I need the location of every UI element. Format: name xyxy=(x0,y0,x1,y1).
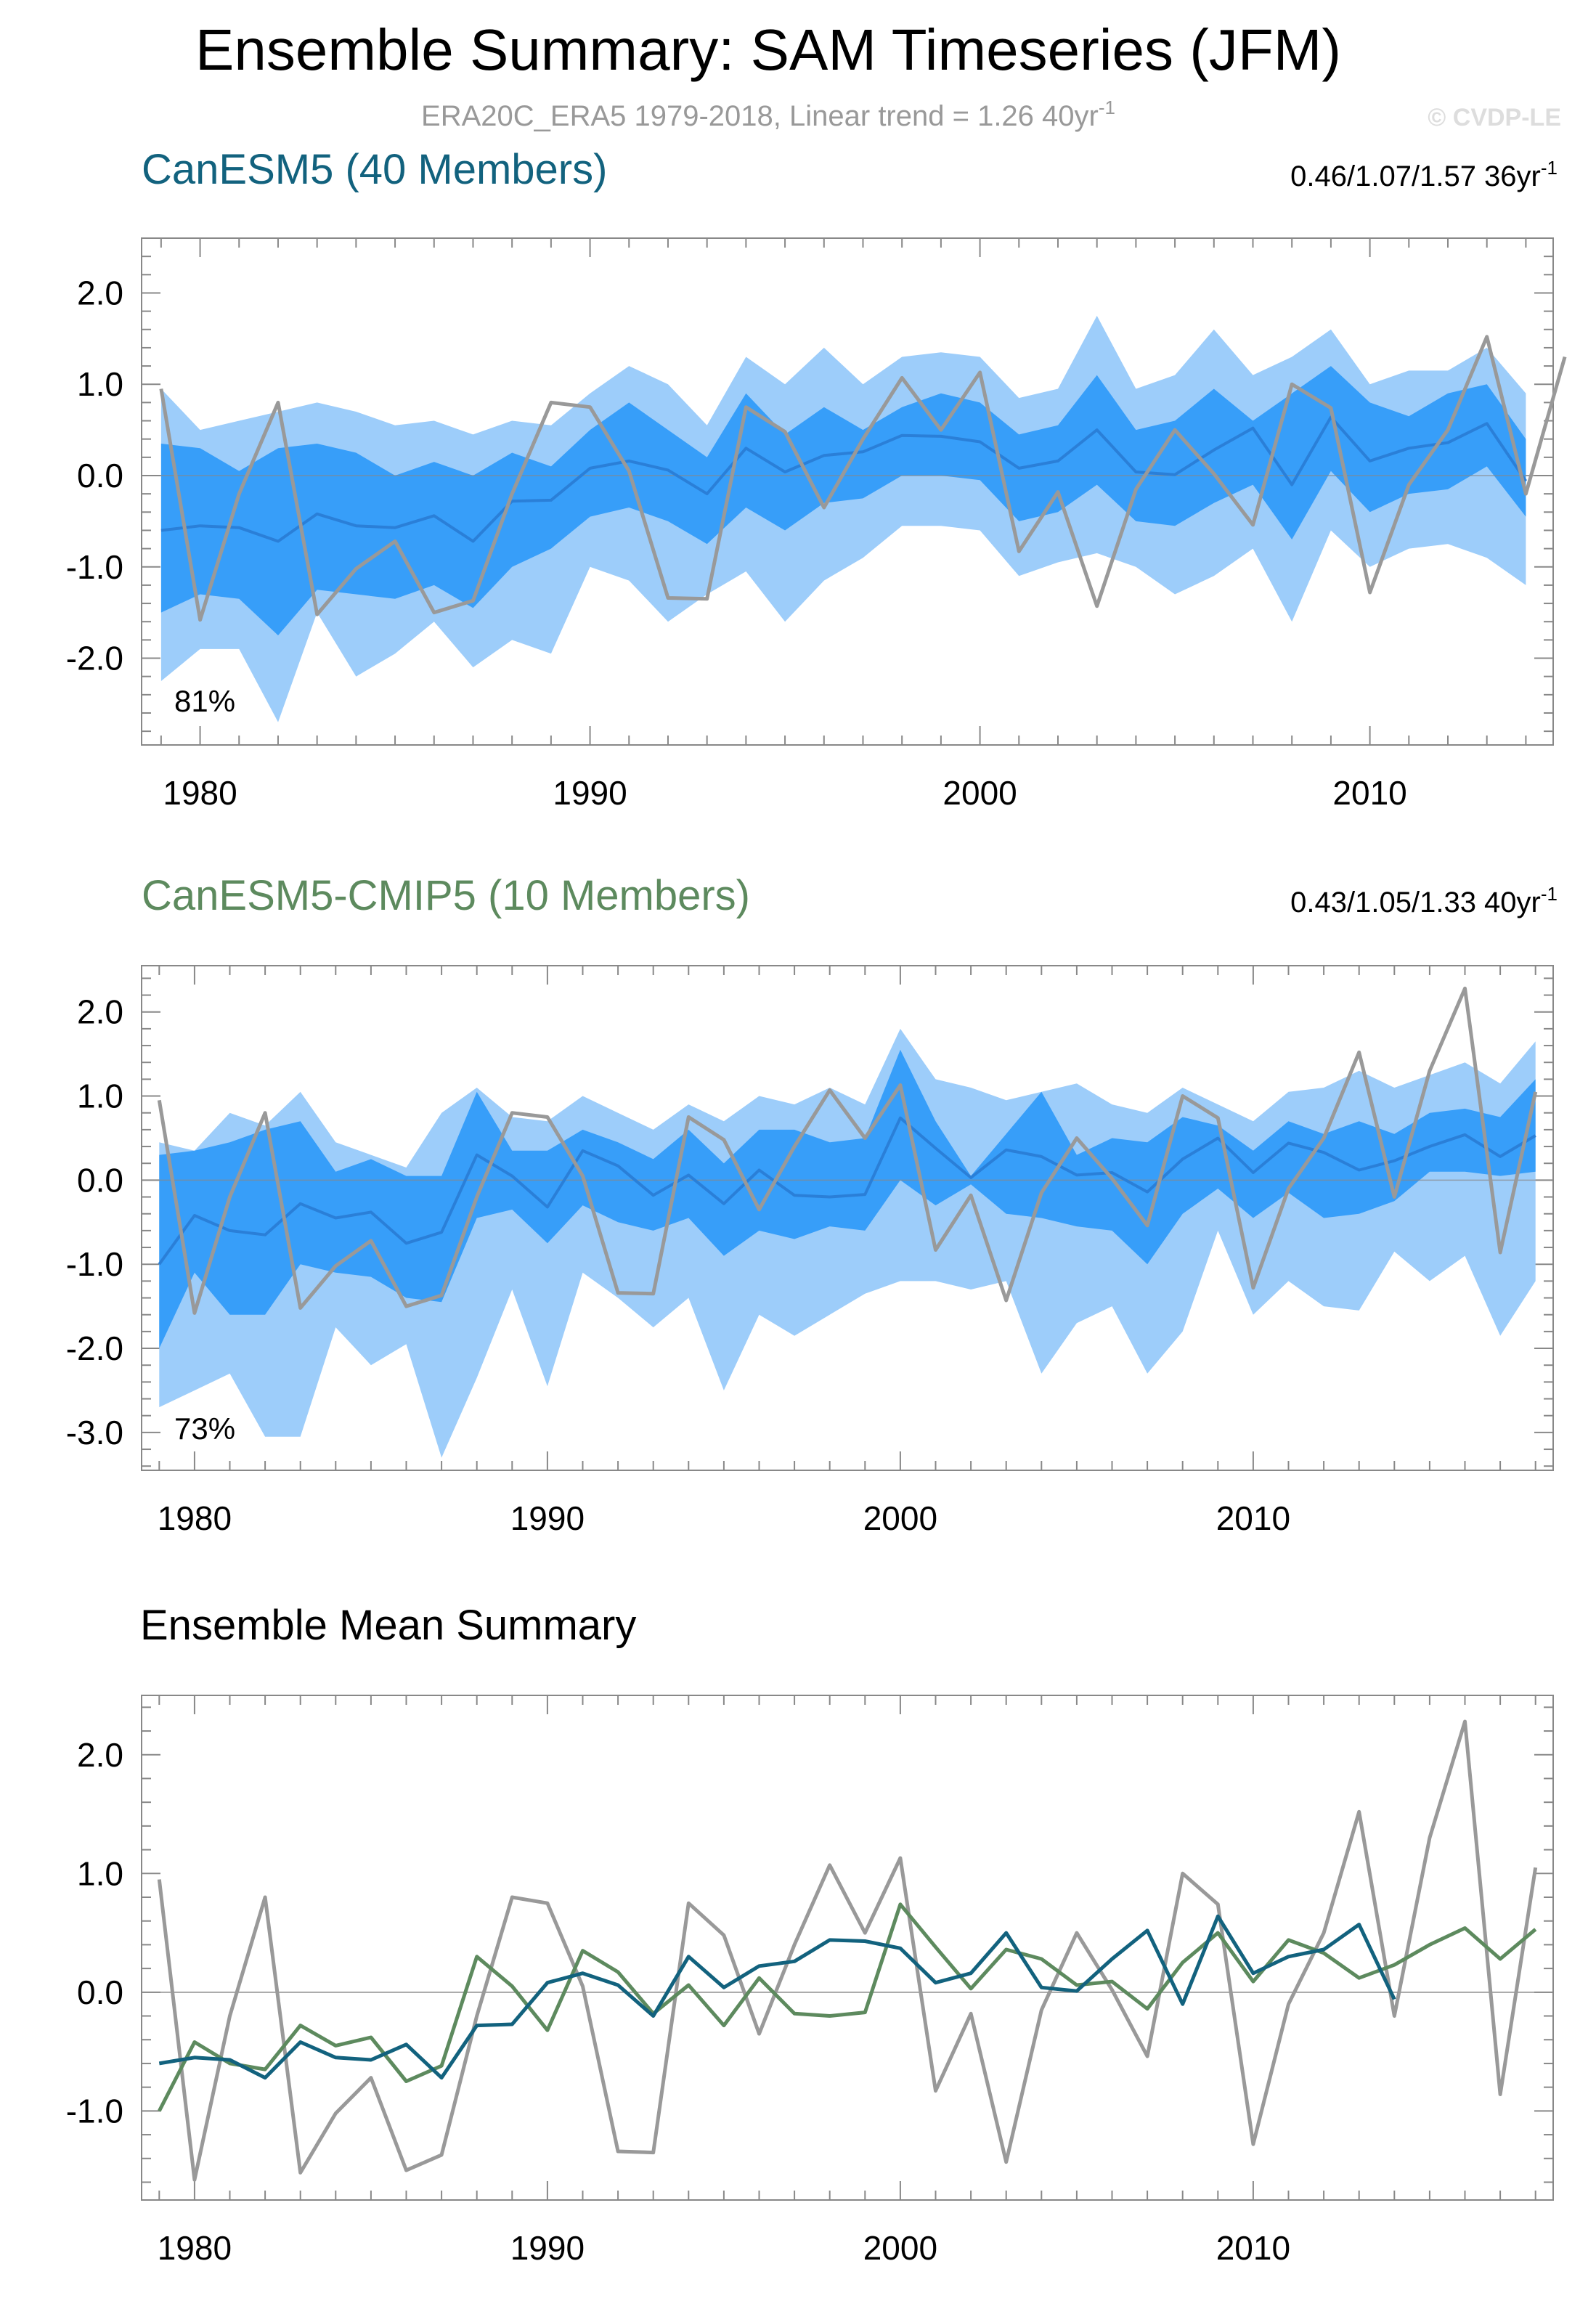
mean-plot-area: 1980 1990 2000 2010 2.0 1.0 0.0 -1.0 xyxy=(66,1695,1554,2267)
mean-panel-canesm5-mean-line xyxy=(158,1914,1396,2080)
cmip5-panel-title: CanESM5-CMIP5 (10 Members) xyxy=(142,872,750,919)
figure-subtitle-main: ERA20C_ERA5 1979-2018, Linear trend = 1.… xyxy=(421,100,1099,132)
cmip5-panel-xtick-label-1990: 1990 xyxy=(510,1499,585,1537)
cmip5-percent-label: 73% xyxy=(174,1411,235,1446)
canesm5-panel-xtick-label-1990: 1990 xyxy=(553,774,627,812)
mean-panel-xtick-label-2000: 2000 xyxy=(863,2229,937,2267)
canesm5-plot-area: 1980 1990 2000 2010 2.0 1.0 0.0 -1.0 -2.0 xyxy=(66,237,1567,812)
canesm5-percent-label: 81% xyxy=(174,684,235,718)
cmip5-panel-ytick-label-5: -3.0 xyxy=(66,1414,123,1451)
mean-panel-ytick-label-2: 0.0 xyxy=(77,1973,123,2011)
canesm5-panel-ensemble-mean-line xyxy=(160,415,1528,543)
canesm5-panel-ytick-label-3: -1.0 xyxy=(66,548,123,586)
cmip5-panel-xtick-label-2010: 2010 xyxy=(1216,1499,1290,1537)
mean-panel-ytick-label-1: 1.0 xyxy=(77,1854,123,1892)
cmip5-panel-ytick-label-1: 1.0 xyxy=(77,1077,123,1115)
canesm5-panel-ytick-label-1: 1.0 xyxy=(77,365,123,403)
canesm5-panel-ytick-label-4: -2.0 xyxy=(66,640,123,677)
canesm5-trend-sup: -1 xyxy=(1541,157,1558,179)
cmip5-plot-area: 1980 1990 2000 2010 2.0 1.0 0.0 -1.0 -2.0 -3.0 xyxy=(66,965,1554,1537)
cmip5-panel-ytick-label-3: -1.0 xyxy=(66,1245,123,1283)
figure-subtitle-sup: -1 xyxy=(1099,97,1115,118)
figure-subtitle: ERA20C_ERA5 1979-2018, Linear trend = 1.… xyxy=(421,97,1115,132)
canesm5-panel-title: CanESM5 (40 Members) xyxy=(142,146,607,193)
cmip5-panel-frame xyxy=(141,965,1554,1471)
cmip5-panel-ytick-label-4: -2.0 xyxy=(66,1329,123,1367)
cmip5-panel-xtick-label-1980: 1980 xyxy=(158,1499,232,1537)
canesm5-trend-label: 0.46/1.07/1.57 36yr-1 xyxy=(1290,157,1558,192)
mean-panel-observation-line xyxy=(157,1719,1538,2182)
canesm5-panel-frame xyxy=(141,237,1554,746)
canesm5-panel-xtick-label-2010: 2010 xyxy=(1332,774,1406,812)
canesm5-panel-observation-line xyxy=(159,335,1567,622)
mean-panel-xtick-label-2010: 2010 xyxy=(1216,2229,1290,2267)
mean-panel-xtick-label-1980: 1980 xyxy=(158,2229,232,2267)
watermark: © CVDP-LE xyxy=(1428,104,1561,131)
figure-title: Ensemble Summary: SAM Timeseries (JFM) xyxy=(195,17,1341,82)
canesm5-panel-ytick-label-2: 0.0 xyxy=(77,457,123,494)
mean-panel-cmip5-mean-line xyxy=(158,1902,1537,2112)
mean-panel-ytick-label-0: 2.0 xyxy=(77,1736,123,1774)
canesm5-trend-main: 0.46/1.07/1.57 36yr xyxy=(1290,160,1541,192)
canesm5-panel: CanESM5 (40 Members) 0.46/1.07/1.57 36yr… xyxy=(66,146,1567,812)
cmip5-panel-observation-line xyxy=(157,986,1538,1315)
cmip5-panel-xtick-label-2000: 2000 xyxy=(863,1499,937,1537)
cmip5-trend-sup: -1 xyxy=(1541,883,1558,905)
cmip5-panel-ensemble-mean-line xyxy=(158,1116,1536,1266)
cmip5-panel-inner-band xyxy=(159,1049,1536,1348)
mean-panel-ytick-label-3: -1.0 xyxy=(66,2092,123,2130)
mean-panel-frame xyxy=(141,1695,1554,2201)
cmip5-trend-label: 0.43/1.05/1.33 40yr-1 xyxy=(1290,883,1558,918)
mean-panel-title: Ensemble Mean Summary xyxy=(140,1602,636,1649)
canesm5-panel-inner-band xyxy=(160,366,1526,636)
canesm5-panel-xtick-label-2000: 2000 xyxy=(942,774,1017,812)
cmip5-panel-ytick-label-0: 2.0 xyxy=(77,993,123,1031)
mean-panel: Ensemble Mean Summary 1980 1990 2000 2010 2.… xyxy=(66,1602,1554,2267)
canesm5-panel-xtick-label-1980: 1980 xyxy=(163,774,237,812)
cmip5-panel: CanESM5-CMIP5 (10 Members) 0.43/1.05/1.3… xyxy=(66,872,1558,1537)
mean-panel-xtick-label-1990: 1990 xyxy=(510,2229,585,2267)
canesm5-panel-ytick-label-0: 2.0 xyxy=(77,274,123,311)
cmip5-panel-ytick-label-2: 0.0 xyxy=(77,1161,123,1199)
cmip5-trend-main: 0.43/1.05/1.33 40yr xyxy=(1290,887,1541,918)
